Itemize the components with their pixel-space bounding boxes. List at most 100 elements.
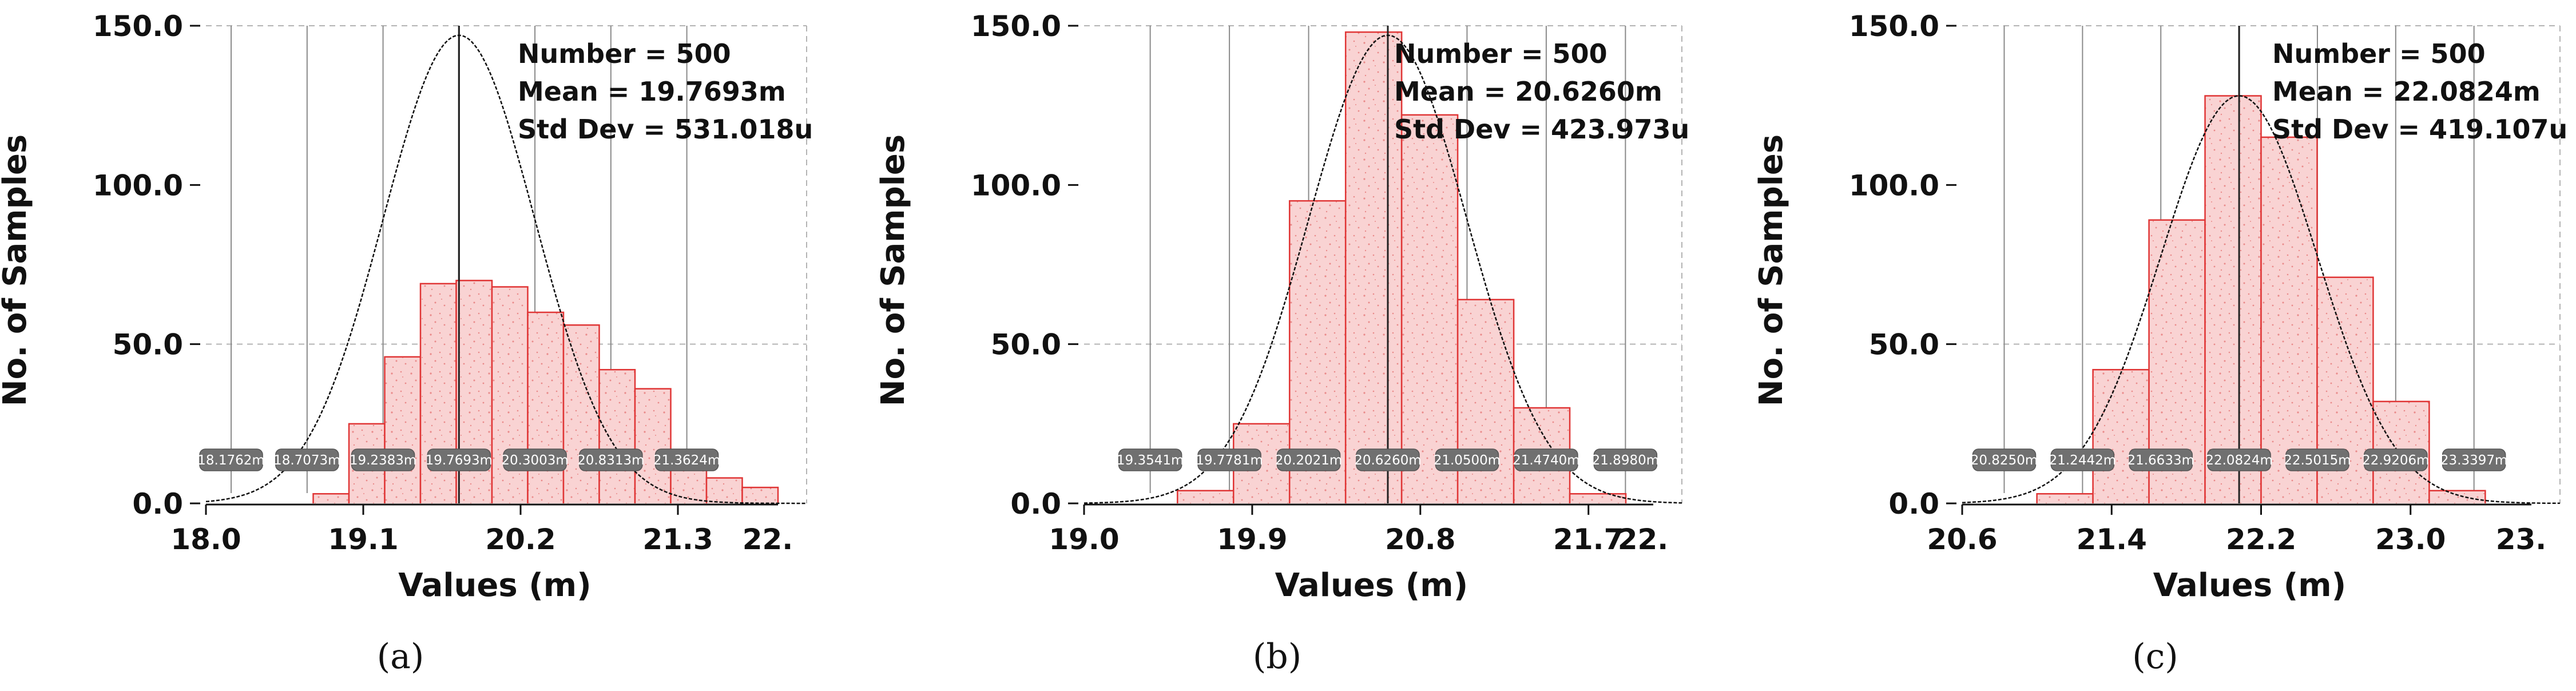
sigma-marker-box xyxy=(579,448,643,471)
histogram-panel-0: 18.1762m 18.7073m 19.2383m 19.7693m 20.3003m… xyxy=(0,10,813,677)
sigma-marker-box xyxy=(199,448,263,471)
x-tick-label: 23. xyxy=(2496,523,2547,556)
y-tick-label: 100.0 xyxy=(1849,169,1939,202)
sigma-marker-text: 21.4740m xyxy=(1513,453,1580,468)
histogram-bar-texture xyxy=(1570,494,1626,503)
sigma-marker-label: 22.9206m xyxy=(2362,448,2430,471)
x-tick-label: 20.6 xyxy=(1927,523,1997,556)
sigma-marker-box xyxy=(427,448,491,471)
x-tick-label: 22.2 xyxy=(2226,523,2296,556)
sigma-marker-box xyxy=(1972,448,2037,471)
sigma-marker-label: 21.6633m xyxy=(2127,448,2194,471)
sigma-marker-label: 20.8313m xyxy=(577,448,645,471)
sigma-marker-box xyxy=(275,448,339,471)
gaussian-fit-curve xyxy=(1962,95,2560,505)
sigma-marker-text: 19.3541m xyxy=(1117,453,1184,468)
sigma-marker-box xyxy=(1118,448,1182,471)
sigma-marker-box xyxy=(1276,448,1341,471)
sigma-marker-label: 21.8980m xyxy=(1592,448,1660,471)
x-tick-label: 19.9 xyxy=(1217,523,1287,556)
sigma-marker-text: 20.8250m xyxy=(1971,453,2038,468)
sigma-marker-label: 21.3624m xyxy=(653,448,721,471)
sigma-marker-box xyxy=(2364,448,2428,471)
sigma-marker-label: 23.3397m xyxy=(2440,448,2508,471)
histogram-bar-texture xyxy=(635,388,671,503)
sigma-marker-label: 20.3003m xyxy=(501,448,569,471)
histogram-bar-texture xyxy=(599,370,635,503)
x-tick-label: 22. xyxy=(743,523,793,556)
y-tick-label: 50.0 xyxy=(113,328,183,362)
y-tick-label: 0.0 xyxy=(1010,487,1061,521)
sigma-marker-box xyxy=(1197,448,1261,471)
histogram-bar-texture xyxy=(527,312,563,503)
sigma-marker-box xyxy=(2442,448,2506,471)
stats-number: Number = 500 xyxy=(518,38,731,69)
stats-mean: Mean = 19.7693m xyxy=(518,76,786,107)
sigma-marker-box xyxy=(2207,448,2271,471)
sigma-marker-text: 18.7073m xyxy=(273,453,341,468)
x-tick-label: 19.0 xyxy=(1049,523,1119,556)
histogram-bar-texture xyxy=(384,356,420,503)
x-tick-label: 21.3 xyxy=(642,523,713,556)
sigma-marker-text: 23.3397m xyxy=(2440,453,2508,468)
panel-caption: (b) xyxy=(1253,637,1301,677)
sigma-marker-text: 22.0824m xyxy=(2205,453,2273,468)
gaussian-fit-curve xyxy=(205,34,807,505)
y-tick-label: 50.0 xyxy=(1869,328,1939,362)
x-tick-label: 21.4 xyxy=(2077,523,2147,556)
x-tick-label: 23.0 xyxy=(2375,523,2446,556)
sigma-marker-label: 20.2021m xyxy=(1275,448,1342,471)
histogram-bar-texture xyxy=(670,465,706,503)
x-axis-title: Values (m) xyxy=(2153,567,2346,604)
sigma-marker-text: 21.3624m xyxy=(653,453,721,468)
sigma-marker-label: 19.7693m xyxy=(426,448,493,471)
sigma-marker-text: 21.8980m xyxy=(1592,453,1660,468)
histogram-bar-texture xyxy=(563,325,600,503)
sigma-marker-label: 19.3541m xyxy=(1117,448,1184,471)
x-tick-label: 19.1 xyxy=(328,523,398,556)
histogram-bar-edge xyxy=(741,486,779,503)
histogram-bar-texture xyxy=(1458,299,1514,503)
sigma-marker-label: 21.4740m xyxy=(1513,448,1580,471)
sigma-marker-text: 19.7693m xyxy=(426,453,493,468)
sigma-marker-box xyxy=(351,448,415,471)
sigma-marker-text: 19.2383m xyxy=(350,453,417,468)
sigma-marker-box xyxy=(2129,448,2193,471)
y-tick-label: 100.0 xyxy=(93,169,183,202)
sigma-marker-label: 19.7781m xyxy=(1196,448,1263,471)
histogram-bar-edge xyxy=(1569,493,1627,503)
y-tick-label: 50.0 xyxy=(991,328,1061,362)
sigma-marker-box xyxy=(654,448,719,471)
panel-caption: (a) xyxy=(377,637,424,677)
histogram-panel-2: 20.8250m 21.2442m 21.6633m 22.0824m 22.5015m… xyxy=(1753,10,2567,677)
x-axis-title: Values (m) xyxy=(398,567,591,604)
sigma-marker-text: 21.2442m xyxy=(2049,453,2117,468)
sigma-marker-box xyxy=(1356,448,1420,471)
sigma-marker-text: 22.9206m xyxy=(2362,453,2430,468)
y-tick-label: 100.0 xyxy=(971,169,1061,202)
y-axis-title: No. of Samples xyxy=(1753,134,1790,407)
histogram-bar-texture xyxy=(706,478,743,503)
sigma-marker-label: 19.2383m xyxy=(350,448,417,471)
sigma-marker-label: 20.6260m xyxy=(1354,448,1422,471)
x-tick-label: 20.8 xyxy=(1385,523,1455,556)
y-tick-label: 0.0 xyxy=(132,487,183,521)
histogram-bar-texture xyxy=(2261,137,2317,504)
y-tick-label: 150.0 xyxy=(971,10,1061,43)
histogram-bar-edge xyxy=(634,388,672,503)
histogram-bar-texture xyxy=(2093,370,2149,503)
sigma-marker-box xyxy=(1593,448,1658,471)
sigma-marker-text: 19.7781m xyxy=(1196,453,1263,468)
stats-number: Number = 500 xyxy=(2272,38,2486,69)
sigma-marker-label: 21.2442m xyxy=(2049,448,2117,471)
x-tick-label: 20.2 xyxy=(485,523,555,556)
y-tick-label: 0.0 xyxy=(1888,487,1939,521)
histogram-bar-edge xyxy=(2428,490,2486,503)
stats-number: Number = 500 xyxy=(1394,38,1607,69)
sigma-marker-label: 21.0500m xyxy=(1434,448,1501,471)
sigma-marker-text: 20.3003m xyxy=(501,453,569,468)
sigma-marker-box xyxy=(503,448,567,471)
sigma-marker-label: 22.5015m xyxy=(2284,448,2351,471)
stats-std: Std Dev = 531.018u xyxy=(518,114,813,145)
